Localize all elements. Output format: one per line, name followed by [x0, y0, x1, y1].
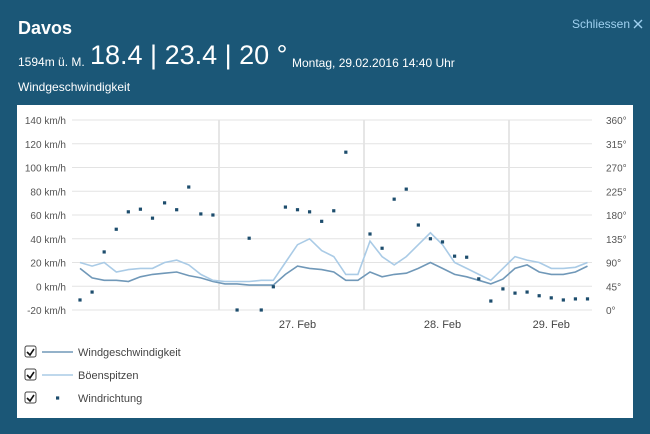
x-tick-label: 29. Feb — [533, 319, 570, 331]
close-label: Schliessen — [572, 17, 631, 31]
y-tick-label: 140 km/h — [25, 116, 66, 127]
y2-tick-label: 225° — [606, 187, 627, 198]
legend-check — [26, 394, 35, 403]
direction-point — [489, 299, 493, 303]
x-tick-label: 28. Feb — [424, 319, 461, 331]
direction-point — [561, 298, 565, 302]
y-tick-label: 40 km/h — [30, 235, 66, 246]
y-tick-label: 60 km/h — [30, 211, 66, 222]
y2-tick-label: 180° — [606, 211, 627, 222]
legend-item[interactable]: Windgeschwindigkeit — [24, 345, 181, 359]
direction-point — [440, 240, 445, 244]
direction-point — [283, 205, 288, 209]
direction-point — [175, 208, 179, 212]
y-tick-label: 80 km/h — [30, 187, 66, 198]
x-tick-label: 27. Feb — [279, 319, 316, 331]
direction-point — [211, 213, 215, 217]
chart-panel: -20 km/h 0 km/h 20 km/h 40 km/h 60 km/h 80 km… — [17, 105, 633, 418]
direction-point — [465, 255, 469, 259]
direction-point — [380, 246, 384, 250]
direction-point — [126, 210, 130, 214]
direction-point — [247, 236, 251, 240]
direction-point — [114, 227, 118, 231]
direction-point — [525, 290, 529, 294]
y2-tick-label: 360° — [606, 116, 627, 127]
y2-tick-label: 315° — [606, 140, 627, 151]
direction-point — [235, 308, 239, 312]
direction-point — [404, 187, 408, 191]
direction-point — [537, 294, 541, 298]
legend-item[interactable]: Böenspitzen — [24, 368, 139, 382]
direction-point — [138, 207, 143, 211]
direction-point — [513, 291, 517, 295]
y-tick-label: 120 km/h — [25, 140, 66, 151]
direction-point — [199, 212, 203, 216]
direction-point — [295, 208, 300, 212]
y-tick-label: -20 km/h — [27, 306, 66, 317]
y-tick-label: 100 km/h — [25, 164, 66, 175]
close-button[interactable]: Schliessen — [572, 17, 643, 31]
direction-point — [162, 201, 167, 205]
direction-point — [320, 219, 324, 223]
y-tick-label: 0 km/h — [36, 282, 66, 293]
direction-point — [259, 308, 263, 312]
elevation: 1594m ü. M. — [18, 55, 85, 69]
legend-label: Windgeschwindigkeit — [78, 347, 181, 359]
direction-point — [332, 209, 336, 213]
y2-tick-label: 270° — [606, 164, 627, 175]
chart: -20 km/h 0 km/h 20 km/h 40 km/h 60 km/h 80 km… — [24, 116, 627, 405]
direction-point — [452, 254, 457, 258]
legend-check — [26, 371, 35, 380]
direction-point — [78, 298, 82, 302]
direction-point — [90, 290, 94, 294]
direction-point — [187, 185, 191, 189]
direction-point — [344, 150, 348, 154]
direction-point — [416, 223, 420, 227]
direction-point — [428, 237, 433, 241]
series-line — [79, 231, 588, 283]
y2-tick-label: 90° — [606, 259, 621, 270]
direction-point — [549, 296, 553, 300]
y2-tick-label: 0° — [606, 306, 616, 317]
temperatures: 18.4 | 23.4 | 20 ° — [90, 40, 288, 70]
legend-check — [26, 348, 35, 357]
direction-point — [392, 197, 396, 201]
direction-point — [368, 232, 372, 236]
legend-swatch — [56, 396, 60, 400]
direction-point — [501, 287, 505, 291]
location: Davos — [18, 18, 73, 38]
legend-label: Windrichtung — [78, 393, 142, 405]
legend-item[interactable]: Windrichtung — [24, 391, 142, 405]
close-icon — [633, 19, 643, 29]
legend-label: Böenspitzen — [78, 370, 139, 382]
y2-tick-label: 135° — [606, 235, 627, 246]
series-line — [79, 261, 588, 286]
direction-point — [271, 285, 275, 289]
direction-point — [307, 210, 312, 214]
datetime: Montag, 29.02.2016 14:40 Uhr — [292, 56, 455, 70]
direction-point — [150, 216, 155, 220]
direction-point — [477, 277, 481, 281]
chart-title: Windgeschwindigkeit — [18, 80, 131, 94]
direction-point — [585, 297, 590, 301]
direction-point — [102, 250, 106, 254]
y-tick-label: 20 km/h — [30, 259, 66, 270]
direction-point — [573, 297, 578, 301]
y2-tick-label: 45° — [606, 282, 621, 293]
